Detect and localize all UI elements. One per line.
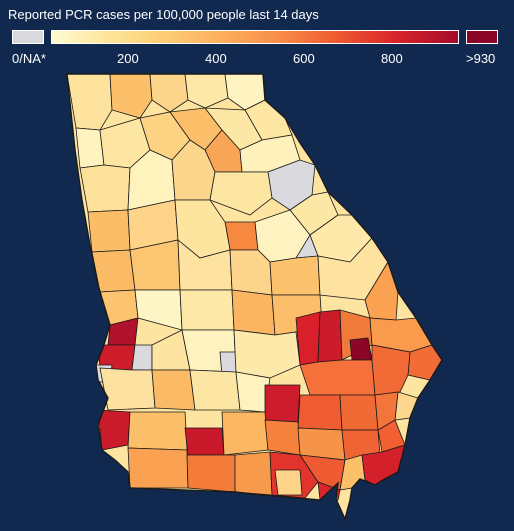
county: [264, 384, 301, 423]
legend-na-label: 0/NA*: [12, 51, 46, 66]
county: [221, 411, 269, 456]
county: [109, 74, 153, 119]
county: [364, 261, 399, 321]
county: [127, 411, 188, 451]
county: [224, 221, 259, 251]
county: [297, 394, 343, 431]
legend: Reported PCR cases per 100,000 people la…: [0, 0, 514, 72]
county: [234, 451, 273, 496]
county: [189, 369, 241, 411]
max-swatch: [466, 30, 498, 44]
county: [274, 469, 303, 496]
county: [299, 359, 376, 396]
county: [149, 74, 189, 113]
legend-tick-400: 400: [205, 51, 227, 66]
county: [97, 409, 131, 451]
county: [75, 127, 105, 169]
legend-tick-600: 600: [293, 51, 315, 66]
county: [79, 164, 131, 213]
county: [269, 255, 321, 296]
county: [349, 337, 373, 361]
county: [371, 344, 411, 396]
county: [184, 427, 225, 456]
county: [151, 369, 196, 411]
county: [339, 394, 379, 431]
legend-max-label: >930: [466, 51, 496, 66]
county-no-data: [131, 344, 153, 371]
county: [186, 454, 236, 493]
na-swatch: [12, 30, 44, 44]
county: [67, 74, 113, 131]
map-title: Reported PCR cases per 100,000 people la…: [8, 7, 319, 22]
county: [317, 309, 343, 363]
state-outline: [66, 73, 443, 522]
county: [127, 447, 189, 489]
county: [231, 289, 276, 336]
county: [184, 74, 229, 109]
county: [179, 289, 235, 331]
county: [295, 311, 321, 366]
county: [99, 367, 156, 411]
county: [87, 209, 131, 253]
color-scale-bar: [51, 30, 459, 44]
legend-tick-200: 200: [117, 51, 139, 66]
legend-tick-800: 800: [381, 51, 403, 66]
county: [264, 419, 301, 456]
